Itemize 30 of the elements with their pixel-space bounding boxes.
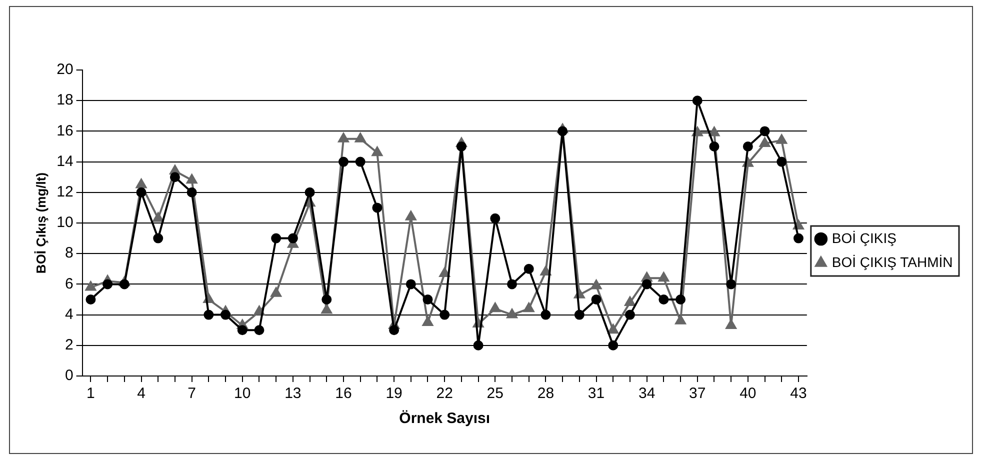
y-tick-label: 20 bbox=[56, 61, 74, 78]
legend-label: BOİ ÇIKIŞ TAHMİN bbox=[832, 254, 953, 270]
y-tick-label: 18 bbox=[56, 92, 74, 109]
x-tick-label: 1 bbox=[86, 385, 95, 402]
y-tick-label: 14 bbox=[56, 152, 74, 170]
y-tick-label: 2 bbox=[64, 336, 74, 354]
x-tick-label: 25 bbox=[486, 385, 504, 402]
x-tick-label: 7 bbox=[188, 385, 196, 402]
x-tick-label: 43 bbox=[790, 385, 807, 402]
y-tick-label: 10 bbox=[56, 214, 74, 232]
x-tick-label: 40 bbox=[740, 385, 756, 402]
y-tick-label: 0 bbox=[64, 367, 74, 384]
x-tick-label: 34 bbox=[638, 385, 656, 402]
x-tick-label: 28 bbox=[537, 385, 554, 402]
x-tick-label: 37 bbox=[689, 385, 706, 402]
y-tick-label: 6 bbox=[64, 275, 74, 292]
x-tick-label: 4 bbox=[137, 385, 146, 402]
x-tick-label: 10 bbox=[234, 385, 251, 402]
x-tick-label: 19 bbox=[386, 385, 402, 402]
y-tick-label: 8 bbox=[64, 244, 74, 262]
y-axis-title: BOİ Çıkış (mg/lt) bbox=[33, 172, 48, 274]
y-tick-label: 12 bbox=[56, 184, 74, 201]
x-tick-label: 22 bbox=[436, 385, 453, 402]
y-tick-label: 16 bbox=[56, 122, 74, 140]
legend-label: BOİ ÇIKIŞ bbox=[832, 230, 896, 246]
x-axis-title: Örnek Sayısı bbox=[399, 410, 490, 428]
y-tick-label: 4 bbox=[64, 306, 74, 323]
x-tick-label: 13 bbox=[284, 385, 302, 402]
x-tick-label: 31 bbox=[588, 385, 605, 402]
x-tick-label: 16 bbox=[335, 385, 352, 402]
